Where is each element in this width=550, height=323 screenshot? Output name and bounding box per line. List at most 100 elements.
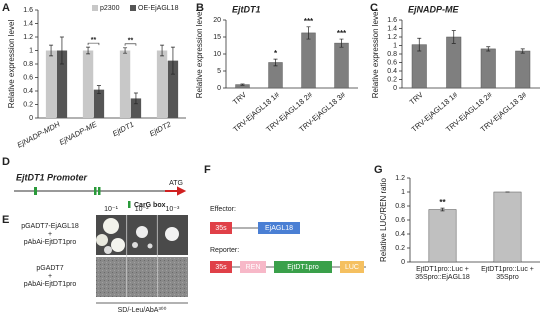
strain-label: +	[48, 231, 52, 238]
y-tick-label: 1.4	[387, 25, 397, 32]
y-tick-label: 0.4	[23, 88, 33, 95]
reporter-promoter-label: EjtDT1pro	[287, 264, 319, 271]
bar	[301, 32, 316, 89]
strain-label: +	[48, 273, 52, 280]
legend-label: OE-EjAGL18	[138, 5, 179, 12]
panel-letter: B	[196, 2, 204, 14]
y-tick-label: 0.2	[387, 76, 397, 83]
y-tick-label: 0.6	[387, 59, 397, 66]
medium-label: SD/-Leu/AbA³⁰⁰	[118, 306, 167, 314]
y-tick-label: 1.2	[387, 34, 397, 41]
x-tick-label: EjtDT1pro::Luc + 35Spro::EjAGL18	[415, 266, 470, 281]
error-bar	[240, 83, 245, 86]
chart-title: EjNADP-ME	[408, 4, 459, 14]
y-axis-label: Relative expression level	[371, 10, 380, 99]
error-bar	[86, 46, 91, 55]
y-tick-label: 1.6	[23, 7, 33, 14]
promoter-label: 35s	[215, 225, 227, 232]
y-tick-label: 0	[29, 115, 33, 122]
dilution-label: 10⁻¹	[104, 206, 118, 213]
y-tick-label: 1	[393, 42, 397, 49]
legend-swatch	[130, 5, 136, 11]
ren-box	[240, 261, 266, 273]
panel-letter: D	[2, 156, 10, 168]
luc-box	[340, 261, 364, 273]
y-tick-label: 10	[213, 51, 221, 58]
error-bar	[486, 46, 491, 52]
ren-label: REN	[246, 264, 261, 271]
legend-swatch	[92, 5, 98, 11]
y-axis-label: Relative expression level	[195, 10, 204, 99]
y-tick-label: 0.4	[387, 68, 397, 75]
error-bar	[273, 58, 278, 67]
bar	[480, 48, 496, 89]
error-bar	[520, 48, 525, 54]
bar	[93, 89, 105, 118]
error-bar	[170, 46, 175, 75]
bar	[130, 98, 142, 118]
y-tick-label: 0.4	[395, 231, 405, 238]
strain-label: pGADT7	[36, 265, 63, 272]
error-bar	[417, 37, 422, 52]
y-tick-label: 0.6	[23, 74, 33, 81]
x-tick-label-box: EjtDT1pro::Luc + 35Spro::EjAGL18	[415, 266, 470, 281]
y-tick-label: 1	[401, 189, 405, 196]
effector-label: Effector:	[210, 206, 236, 213]
y-tick-label: 0.6	[395, 217, 405, 224]
carg-box	[34, 187, 37, 195]
panel-letter: E	[2, 214, 9, 226]
y-tick-label: 1.4	[23, 20, 33, 27]
x-tick-label: EjNADP-MDH	[16, 119, 62, 149]
bar	[82, 50, 94, 118]
dilution-label: 10⁻³	[165, 206, 179, 213]
bar	[446, 36, 462, 89]
y-tick-label: 0.8	[395, 203, 405, 210]
panel-letter: A	[2, 2, 10, 14]
x-tick-label: TRV	[231, 90, 248, 106]
carg-box	[98, 187, 101, 195]
error-bar	[133, 92, 138, 105]
y-axis-label: Relative expression level	[7, 20, 16, 109]
significance-label: *	[274, 49, 278, 58]
x-tick-label: EjtDT1	[111, 120, 135, 139]
y-tick-label: 5	[217, 68, 221, 75]
promoter-box	[274, 261, 332, 273]
x-tick-label: EjNADP-ME	[58, 119, 100, 147]
chart-title: EjtDT1	[232, 4, 261, 14]
promoter-box	[210, 261, 232, 273]
y-axis-label: Relative LUC/REN ratio	[379, 177, 388, 262]
promoter-title: EjtDT1 Promoter	[16, 172, 88, 182]
y-tick-label: 0.8	[387, 51, 397, 58]
y-tick-label: 1.6	[387, 17, 397, 24]
legend-label: CarG box	[134, 202, 166, 209]
gene-label: EjAGL18	[265, 225, 293, 232]
error-bar	[96, 85, 101, 95]
error-bar	[49, 44, 54, 57]
y-tick-label: 0	[217, 85, 221, 92]
x-tick-label: TRV	[408, 90, 425, 106]
bar	[268, 62, 283, 89]
bar	[334, 42, 349, 89]
bar	[156, 50, 168, 118]
error-bar	[339, 38, 344, 48]
error-bar	[306, 26, 311, 40]
significance-label: **	[128, 38, 134, 45]
bar	[56, 50, 68, 118]
significance-label: **	[91, 37, 97, 44]
bar	[493, 191, 522, 263]
dilution-label: 10⁻²	[135, 206, 149, 213]
x-tick-label-box: EjtDT1pro::Luc + 35Spro	[481, 266, 534, 281]
x-tick-label: EjtDT2	[148, 119, 173, 138]
panel-letter: F	[204, 164, 211, 176]
y-tick-label: 15	[213, 34, 221, 41]
strain-label: pGADT7-EjAGL18	[21, 223, 79, 230]
y-tick-label: 1.2	[395, 175, 405, 182]
y-tick-label: 20	[213, 17, 221, 24]
bar	[515, 50, 531, 89]
legend-label: p2300	[100, 5, 120, 12]
atg-label: ATG	[169, 180, 183, 187]
yeast-spots	[96, 215, 188, 297]
y-tick-label: 0	[401, 259, 405, 266]
panel-letter: C	[370, 2, 378, 14]
